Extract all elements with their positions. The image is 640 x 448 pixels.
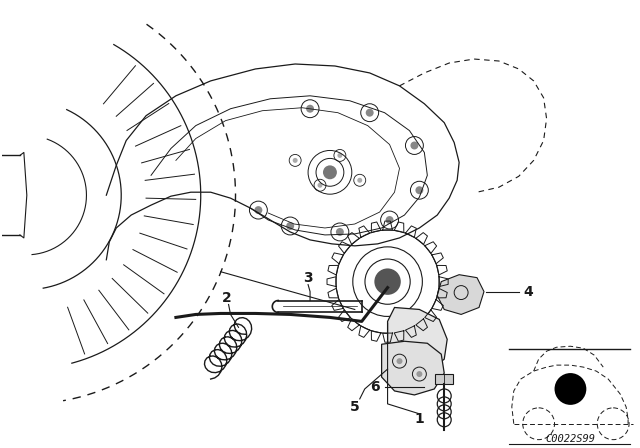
Circle shape: [306, 105, 314, 113]
Polygon shape: [381, 341, 444, 395]
Text: 6: 6: [370, 380, 380, 394]
Text: C0022S99: C0022S99: [545, 434, 595, 444]
Text: 1: 1: [415, 412, 424, 426]
Circle shape: [374, 268, 401, 295]
Circle shape: [337, 153, 342, 158]
Circle shape: [292, 158, 298, 163]
Polygon shape: [437, 275, 484, 314]
Circle shape: [336, 228, 344, 236]
Circle shape: [415, 186, 423, 194]
Bar: [435, 374, 453, 384]
Circle shape: [317, 183, 323, 188]
Text: 5: 5: [350, 400, 360, 414]
Circle shape: [357, 178, 362, 183]
Circle shape: [410, 142, 419, 150]
Text: 3: 3: [303, 271, 313, 284]
Polygon shape: [388, 307, 447, 371]
Circle shape: [323, 165, 337, 179]
Text: 4: 4: [524, 284, 534, 298]
Circle shape: [385, 216, 394, 224]
Circle shape: [286, 222, 294, 230]
Circle shape: [417, 371, 422, 377]
Circle shape: [255, 206, 262, 214]
Text: 2: 2: [221, 291, 232, 305]
Circle shape: [397, 358, 403, 364]
Circle shape: [554, 373, 586, 405]
Circle shape: [365, 109, 374, 116]
